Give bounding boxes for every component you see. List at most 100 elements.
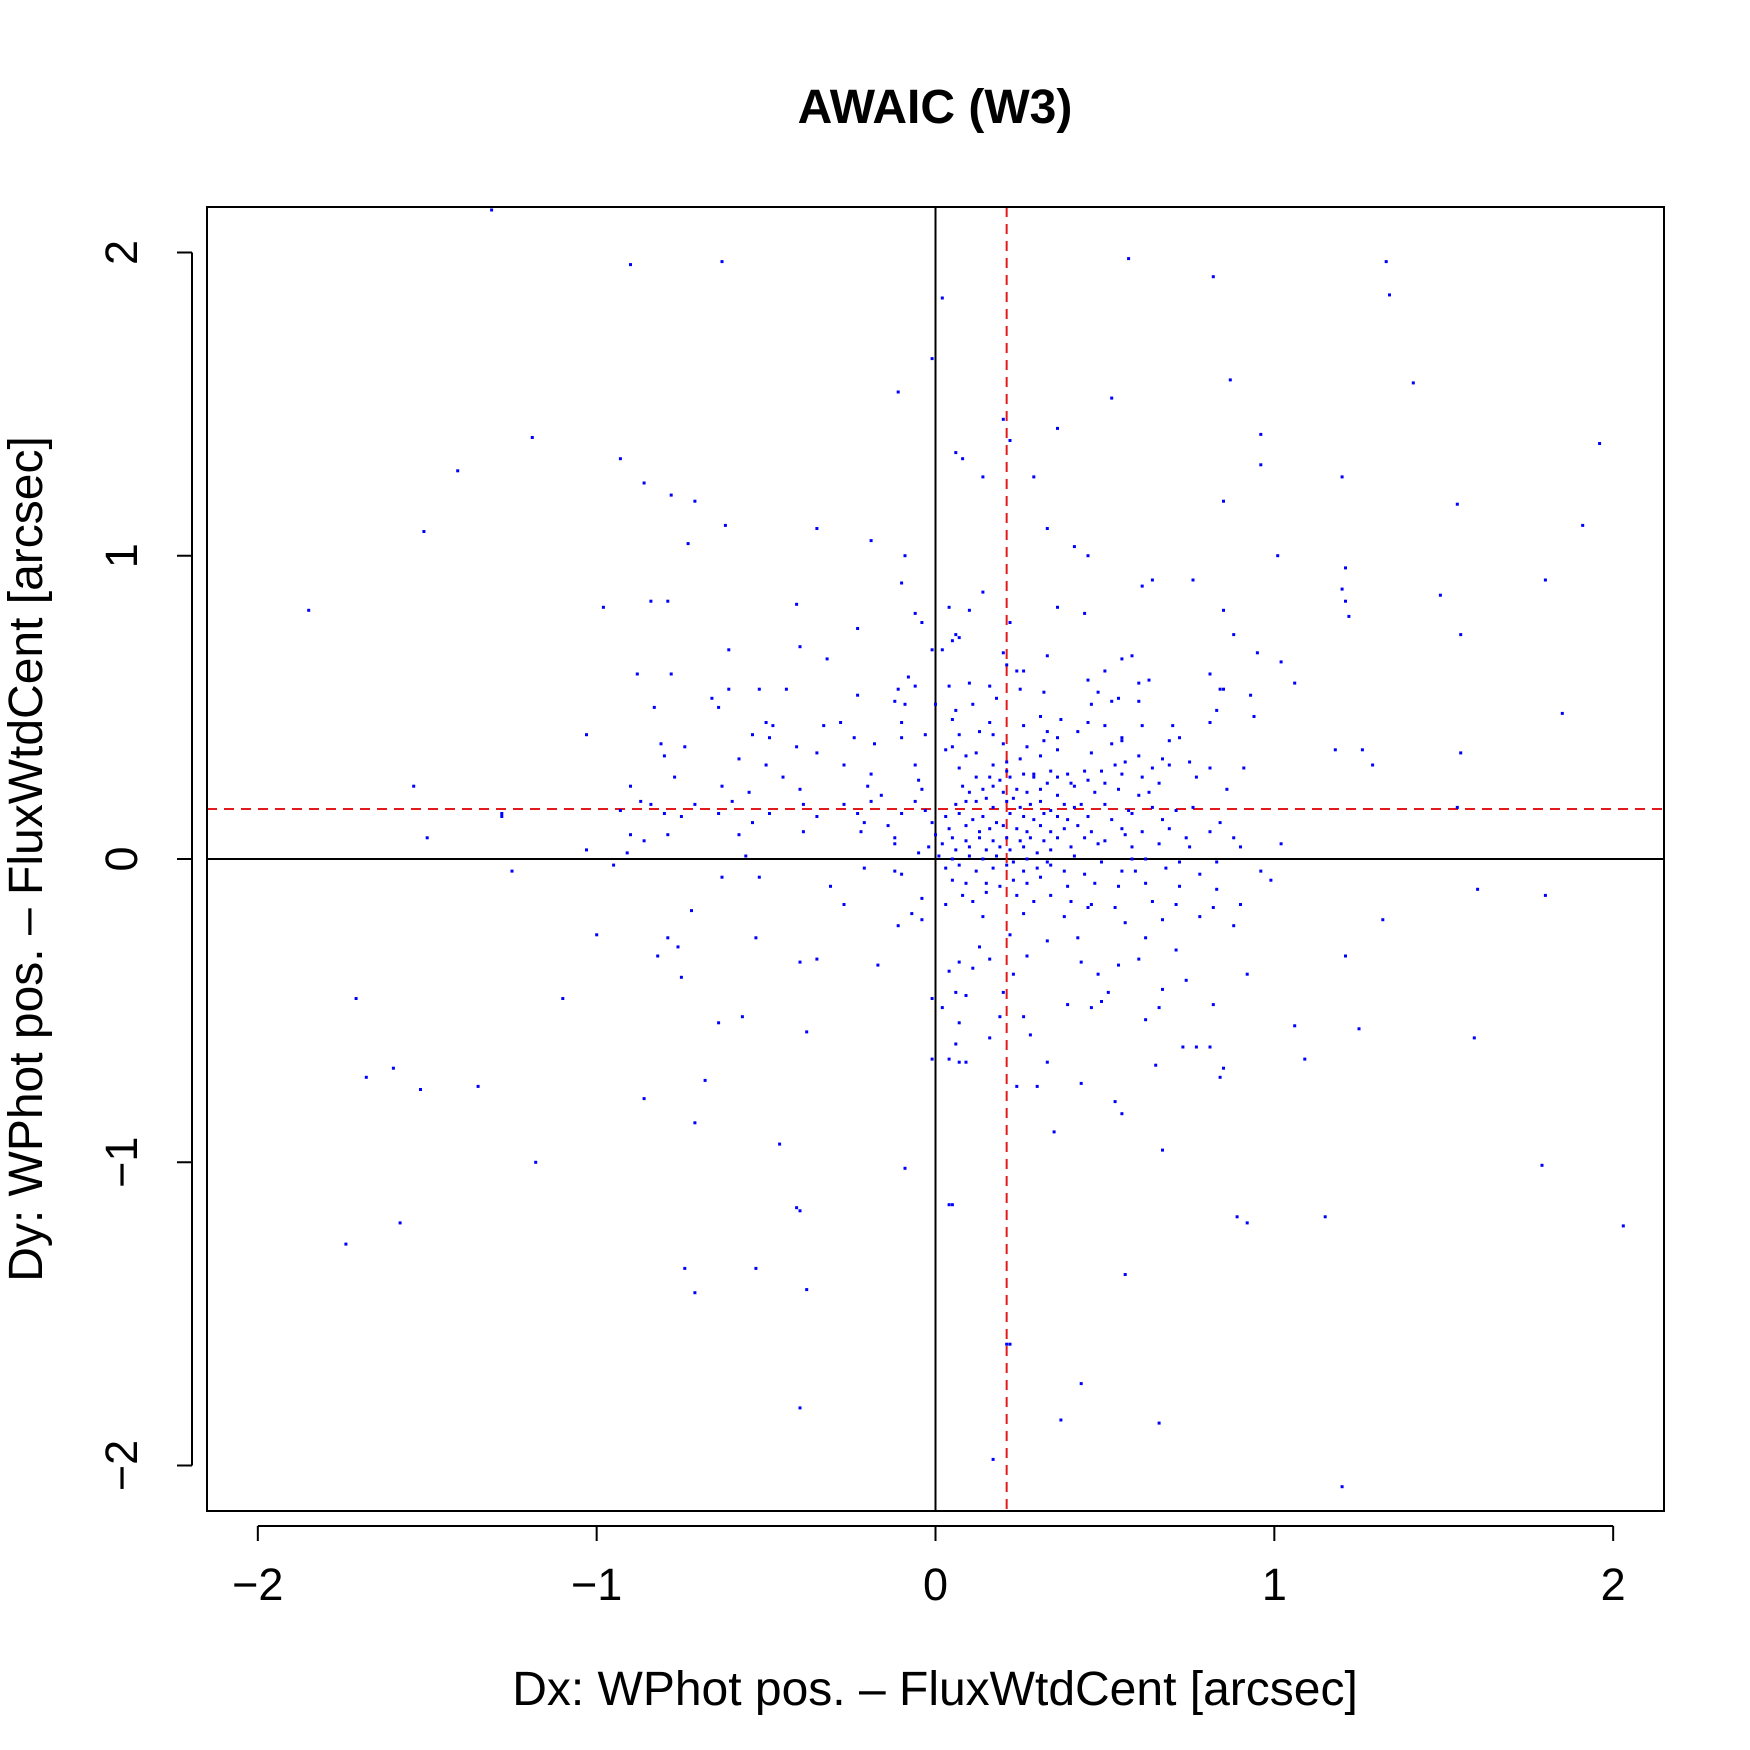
data-point (1344, 954, 1347, 958)
data-point (1215, 860, 1219, 864)
data-point (1120, 657, 1124, 661)
data-point (1194, 1045, 1198, 1049)
data-point (1333, 748, 1337, 752)
data-point (1384, 260, 1388, 264)
data-point (1025, 857, 1029, 861)
data-point (1049, 863, 1053, 867)
data-point (1340, 1485, 1344, 1489)
data-point (1476, 887, 1480, 891)
data-point (344, 1242, 348, 1246)
data-point (964, 754, 968, 758)
data-point (1150, 766, 1154, 770)
data-point (1001, 990, 1005, 994)
data-point (585, 848, 588, 852)
data-point (957, 812, 961, 815)
data-point (1344, 566, 1347, 570)
data-point (893, 699, 897, 703)
x-axis-label: Dx: WPhot pos. – FluxWtdCent [arcsec] (512, 1663, 1358, 1716)
data-point (673, 775, 677, 779)
data-point (720, 784, 724, 788)
data-point (676, 945, 680, 949)
data-point (988, 721, 992, 724)
data-point (1049, 769, 1053, 773)
data-point (1472, 1036, 1476, 1040)
data-point (950, 745, 954, 749)
data-point (1045, 730, 1049, 734)
data-point (1039, 824, 1042, 828)
data-point (1022, 912, 1026, 916)
data-point (856, 812, 860, 815)
data-point (920, 621, 924, 624)
data-point (1239, 845, 1242, 849)
data-point (1079, 1081, 1083, 1085)
data-point (1235, 1215, 1239, 1219)
data-point (1123, 921, 1127, 925)
data-point (1137, 681, 1141, 685)
data-point (1249, 693, 1253, 697)
data-point (896, 390, 900, 394)
data-point (1072, 545, 1076, 549)
data-point (1120, 772, 1124, 776)
data-point (1042, 839, 1046, 843)
data-point (1222, 608, 1225, 612)
data-point (805, 1030, 809, 1034)
data-point (1232, 836, 1236, 840)
data-point (1028, 836, 1032, 840)
data-point (930, 357, 934, 361)
data-point (1371, 763, 1375, 767)
data-point (839, 721, 843, 724)
data-point (1066, 884, 1070, 888)
data-point (1049, 848, 1053, 852)
data-point (944, 866, 948, 870)
data-point (940, 296, 944, 300)
data-point (1218, 821, 1222, 825)
data-point (825, 657, 829, 661)
data-point (879, 793, 883, 797)
data-point (862, 866, 866, 870)
data-point (1130, 654, 1134, 658)
data-point (1211, 1003, 1215, 1007)
data-point (1022, 772, 1026, 776)
data-point (1005, 799, 1009, 803)
data-point (967, 845, 971, 849)
data-point (1005, 760, 1009, 764)
data-point (1540, 1163, 1544, 1167)
data-point (1079, 802, 1083, 806)
data-point (1103, 724, 1107, 728)
data-point (1049, 893, 1053, 897)
data-point (947, 827, 951, 831)
data-point (1018, 805, 1022, 809)
data-point (1025, 745, 1029, 749)
data-point (1018, 839, 1022, 843)
data-point (903, 1166, 907, 1170)
data-point (1059, 1418, 1063, 1422)
data-point (934, 702, 937, 706)
data-point (1022, 815, 1026, 818)
data-point (1137, 793, 1141, 797)
data-point (1161, 818, 1164, 822)
data-point (659, 742, 663, 746)
data-point (1015, 669, 1019, 673)
data-point (984, 890, 988, 894)
data-point (1133, 869, 1137, 873)
data-point (991, 839, 995, 843)
data-point (1157, 842, 1161, 846)
data-point (1015, 1084, 1019, 1088)
data-point (974, 775, 978, 779)
data-point (391, 1066, 395, 1070)
data-point (1208, 1045, 1212, 1049)
data-point (1008, 848, 1012, 852)
data-point (1123, 1273, 1127, 1276)
data-point (1137, 957, 1141, 961)
data-point (1089, 751, 1093, 755)
data-point (1062, 827, 1066, 831)
data-point (795, 1206, 799, 1210)
chart-title: AWAIC (W3) (798, 81, 1073, 134)
data-point (1211, 275, 1215, 279)
data-point (923, 809, 927, 812)
data-point (967, 790, 971, 794)
y-tick-label: −2 (96, 1440, 147, 1491)
data-point (930, 997, 934, 1000)
data-point (900, 736, 904, 740)
data-point (944, 815, 948, 818)
